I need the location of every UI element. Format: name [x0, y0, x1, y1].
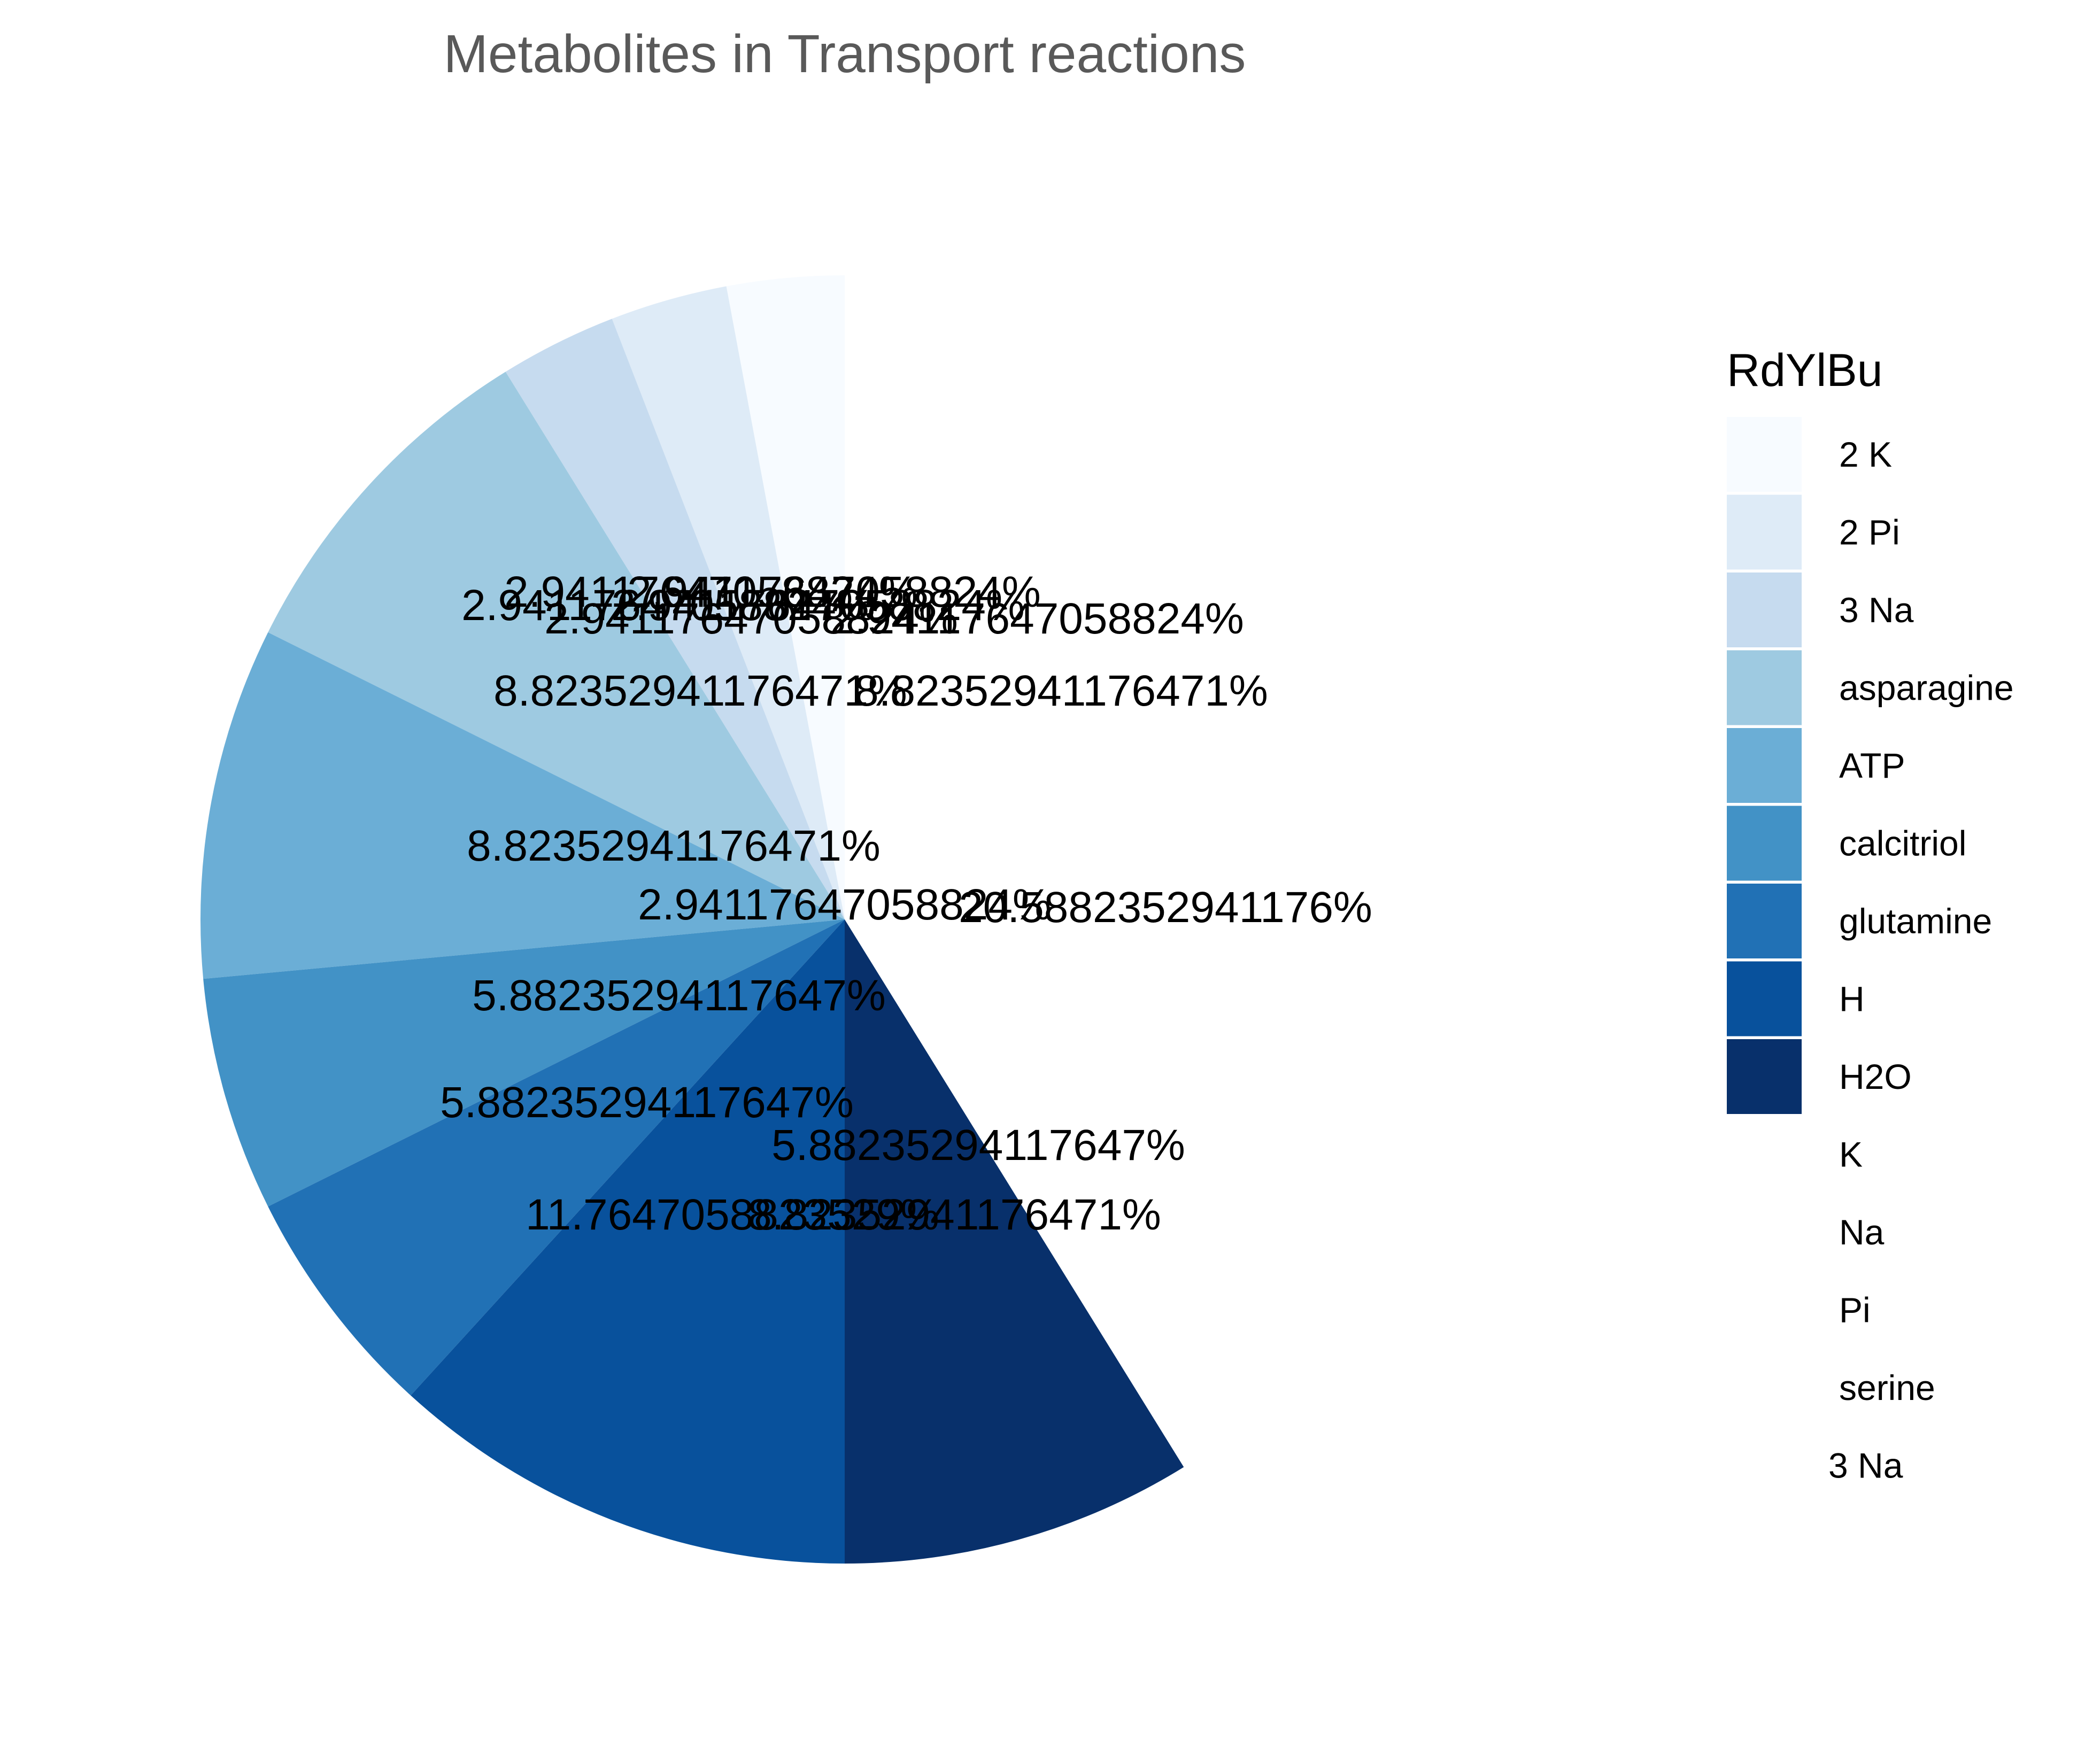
pie-slice-3-na-2 — [505, 319, 845, 919]
pie-slice-atp-4 — [200, 632, 845, 979]
pie-slices — [200, 275, 1489, 1564]
percentage-label-15: 2.94117647058824% — [638, 880, 1052, 929]
legend-swatch-na-10 — [1727, 1195, 1802, 1270]
chart-title: Metabolites in Transport reactions — [444, 24, 1246, 84]
legend-label-3-na-13: 3 Na — [1828, 1446, 1903, 1486]
legend-swatch-h-7 — [1727, 961, 1802, 1036]
pie-slice-na-10 — [845, 531, 1489, 1308]
legend-label-3-na-2: 3 Na — [1839, 590, 1914, 630]
legend-label-calcitriol-5: calcitriol — [1839, 824, 1966, 863]
percentage-label-1: 2.94117647058824% — [611, 581, 1025, 630]
percentage-label-0: 2.94117647058824% — [627, 568, 1041, 616]
legend-label-2-pi-1: 2 Pi — [1839, 513, 1900, 552]
legend-swatch-h2o-8 — [1727, 1039, 1802, 1114]
percentage-label-12: 8.82352941176471% — [854, 667, 1268, 715]
pie-slice-calcitriol-5 — [203, 919, 845, 1207]
percentage-label-6: 5.88235294117647% — [440, 1078, 854, 1127]
percentage-label-4: 8.82352941176471% — [467, 822, 881, 870]
pie-slice-h2o-8 — [845, 919, 1184, 1564]
pie-slice-k-9 — [845, 919, 1359, 1467]
legend-label-atp-4: ATP — [1839, 746, 1905, 785]
percentage-label-3: 8.82352941176471% — [493, 667, 907, 715]
legend-swatch-glutamine-6 — [1727, 884, 1802, 958]
legend-swatch-atp-4 — [1727, 728, 1802, 803]
legend-title: RdYlBu — [1727, 345, 1883, 396]
legend-swatch-2-pi-1 — [1727, 494, 1802, 570]
legend-swatch-pi-11 — [1727, 1272, 1802, 1348]
pie-slice-2-pi-1 — [612, 286, 845, 920]
percentage-label-11: 2.94117647058824% — [830, 594, 1244, 643]
pie-slice-3-na-13 — [845, 275, 963, 919]
legend-label-2-k-0: 2 K — [1839, 435, 1892, 474]
legend-label-asparagine-3: asparagine — [1839, 668, 2014, 708]
legend-swatch-3-na-13 — [1727, 1428, 1802, 1503]
legend-label-k-9: K — [1839, 1135, 1863, 1174]
pie-slice-pi-11 — [845, 443, 1359, 919]
pie-slice-2-k-0 — [726, 275, 845, 919]
pie-slice-asparagine-3 — [268, 372, 845, 920]
percentage-label-10: 20.5882352941176% — [959, 883, 1372, 932]
legend-label-h2o-8: H2O — [1839, 1057, 1912, 1096]
legend-swatch-k-9 — [1727, 1117, 1802, 1192]
legend-label-pi-11: Pi — [1839, 1290, 1871, 1330]
legend-label-h-7: H — [1839, 979, 1865, 1019]
pie-slice-h-7 — [411, 919, 845, 1564]
pie-slice-serine-12 — [845, 286, 1279, 920]
percentage-labels: 2.94117647058824%2.94117647058824%2.9411… — [440, 568, 1372, 1239]
percentage-label-13: 2.94117647058824% — [504, 568, 918, 616]
pie-slice-glutamine-6 — [268, 919, 845, 1396]
percentage-label-9: 5.88235294117647% — [771, 1121, 1185, 1170]
percentage-label-5: 5.88235294117647% — [472, 971, 886, 1020]
percentage-label-14: 2.94117647058824% — [461, 581, 875, 630]
legend-label-na-10: Na — [1839, 1212, 1885, 1252]
legend-label-serine-12: serine — [1839, 1368, 1935, 1407]
legend-swatch-3-na-2 — [1727, 572, 1802, 647]
legend: RdYlBu 2 K 2 Pi 3 Na asparagine ATP calcitrio… — [1727, 345, 2014, 1503]
legend-swatch-calcitriol-5 — [1727, 806, 1802, 881]
legend-swatch-asparagine-3 — [1727, 650, 1802, 725]
percentage-label-2: 2.94117647058824% — [544, 594, 958, 643]
legend-swatch-serine-12 — [1727, 1350, 1802, 1425]
legend-swatch-2-k-0 — [1727, 417, 1802, 492]
percentage-label-8: 8.82352941176471% — [747, 1190, 1161, 1239]
percentage-label-7: 11.7647058823529% — [526, 1190, 939, 1239]
legend-label-glutamine-6: glutamine — [1839, 901, 1992, 941]
